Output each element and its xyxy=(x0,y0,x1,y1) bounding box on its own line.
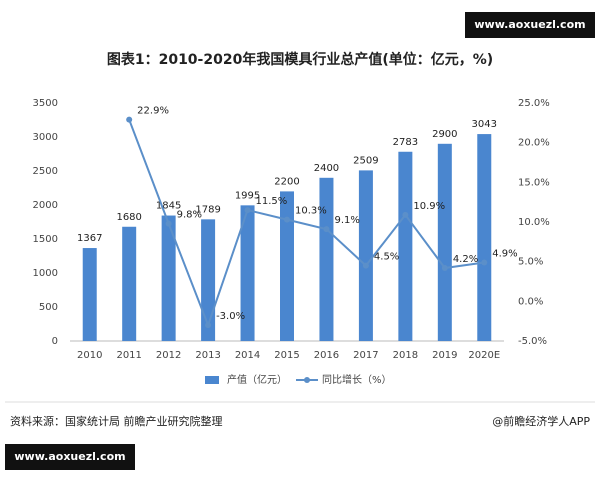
line-point xyxy=(323,226,330,233)
line-point xyxy=(165,220,172,227)
y-tick-label: 3000 xyxy=(33,132,58,143)
x-tick-label: 2016 xyxy=(314,350,339,361)
bar-label: 2783 xyxy=(393,137,418,148)
line-point xyxy=(244,207,251,214)
line-label: 22.9% xyxy=(137,106,169,117)
legend-label: 产值（亿元） xyxy=(227,373,287,386)
y2-tick-label: 15.0% xyxy=(518,177,550,188)
line-point xyxy=(441,265,448,272)
line xyxy=(128,119,485,329)
line-label: 4.2% xyxy=(453,254,478,265)
x-tick-label: 2019 xyxy=(432,350,457,361)
x-tick-label: 2015 xyxy=(274,350,299,361)
bar xyxy=(398,151,413,341)
y-tick-label: 2500 xyxy=(33,166,58,177)
line-label: 10.3% xyxy=(295,206,327,217)
bar-label: 2200 xyxy=(274,176,299,187)
line-point xyxy=(362,262,369,269)
x-tick-label: 2011 xyxy=(116,350,141,361)
line-label: 9.8% xyxy=(177,210,202,221)
bar-label: 2509 xyxy=(353,155,378,166)
bar xyxy=(201,219,216,341)
y2-tick-label: -5.0% xyxy=(518,336,547,347)
y2-tick-label: 20.0% xyxy=(518,138,550,149)
watermark-box xyxy=(5,444,135,470)
line-point xyxy=(126,116,133,123)
bar-label: 3043 xyxy=(472,119,497,130)
line-point xyxy=(284,216,290,223)
x-tick-label: 2014 xyxy=(235,350,260,361)
x-tick-label: 2017 xyxy=(353,350,378,361)
y2-tick-label: 0.0% xyxy=(518,296,543,307)
y2-tick-label: 10.0% xyxy=(518,217,550,228)
watermark: www.aoxuezl.com xyxy=(474,18,585,31)
line-point xyxy=(481,259,488,266)
bar-label: 2900 xyxy=(432,129,457,140)
y2-tick-label: 25.0% xyxy=(518,98,550,109)
y-tick-label: 2000 xyxy=(33,200,58,211)
legend-swatch xyxy=(304,377,310,383)
legend-swatch xyxy=(205,376,219,384)
bar xyxy=(240,205,255,341)
line-label: -3.0% xyxy=(216,311,245,322)
line-point xyxy=(402,211,409,218)
x-tick-label: 2013 xyxy=(195,350,220,361)
credit: @前瞻经济学人APP xyxy=(492,414,590,428)
bar-label: 1845 xyxy=(156,201,181,212)
line-label: 9.1% xyxy=(334,215,359,226)
x-tick-label: 2010 xyxy=(77,350,102,361)
x-tick-label: 2012 xyxy=(156,350,181,361)
y2-tick-label: 5.0% xyxy=(518,257,543,268)
bar-label: 1995 xyxy=(235,190,260,201)
bar xyxy=(437,143,452,341)
bar xyxy=(280,191,294,341)
bar xyxy=(358,170,373,341)
line-label: 11.5% xyxy=(256,196,288,207)
line-label: 4.5% xyxy=(374,252,399,263)
watermark-box xyxy=(465,12,595,38)
y-tick-label: 500 xyxy=(39,302,58,313)
bar xyxy=(161,215,176,341)
watermark: www.aoxuezl.com xyxy=(14,450,125,463)
bar-label: 2400 xyxy=(314,163,339,174)
y-tick-label: 1500 xyxy=(33,234,58,245)
y-tick-label: 3500 xyxy=(33,98,58,109)
bar xyxy=(477,134,492,341)
y-tick-label: 1000 xyxy=(33,268,58,279)
bar-label: 1680 xyxy=(116,212,141,223)
bar xyxy=(319,177,334,341)
legend-label: 同比增长（%） xyxy=(322,373,392,386)
line-label: 4.9% xyxy=(492,248,517,259)
chart-title: 图表1：2010-2020年我国模具行业总产值(单位：亿元，%) xyxy=(107,51,493,68)
bar xyxy=(122,226,137,341)
bar xyxy=(82,248,97,341)
x-tick-label: 2020E xyxy=(468,350,500,361)
y-tick-label: 0 xyxy=(52,336,58,347)
bar-label: 1367 xyxy=(77,233,102,244)
source: 资料来源：国家统计局 前瞻产业研究院整理 xyxy=(10,414,223,428)
x-tick-label: 2018 xyxy=(393,350,418,361)
bar-label: 1789 xyxy=(195,204,220,215)
line-point xyxy=(205,322,212,329)
line-label: 10.9% xyxy=(413,201,445,212)
